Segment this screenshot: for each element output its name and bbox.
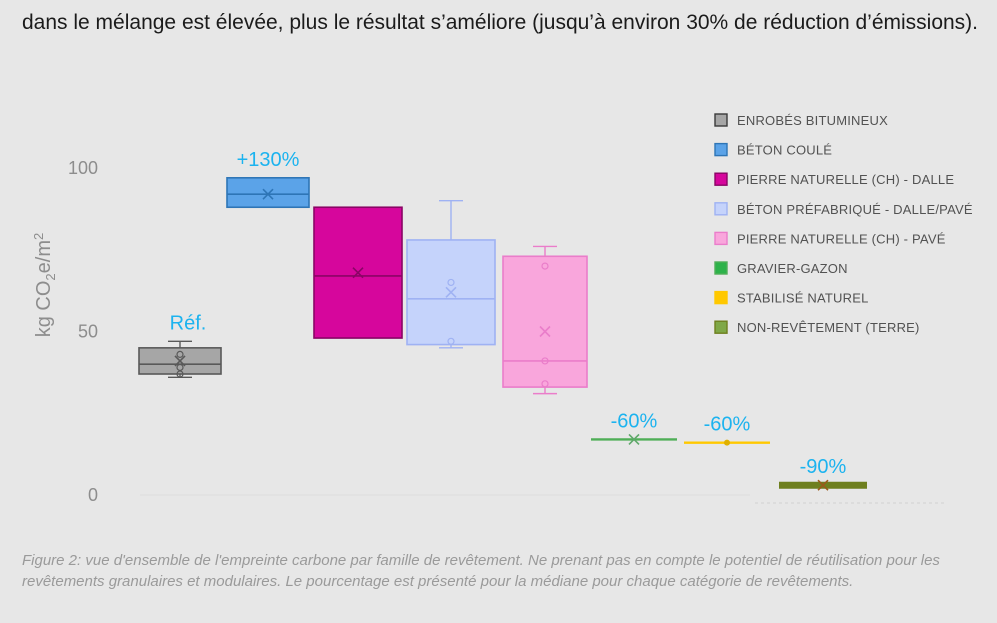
outlier-point xyxy=(176,363,184,372)
legend-swatch xyxy=(714,320,728,334)
figure: 0 50 100 kg CO2e/m2 Réf. +130% -60% -60% -90% … xyxy=(0,92,997,542)
y-axis: 0 50 100 xyxy=(68,158,945,505)
y-tick-label: 100 xyxy=(68,158,98,178)
legend-label: PIERRE NATURELLE (CH) - DALLE xyxy=(737,172,954,187)
mean-marker xyxy=(352,267,364,279)
legend-swatch xyxy=(714,202,728,216)
iqr-box xyxy=(138,347,222,375)
legend-item: STABILISÉ NATUREL xyxy=(714,290,869,306)
legend-item: BÉTON PRÉFABRIQUÉ - DALLE/PAVÉ xyxy=(714,202,973,217)
mean-marker xyxy=(262,188,274,200)
outlier-point xyxy=(541,380,549,388)
y-axis-title-part: e/m xyxy=(33,240,55,273)
legend-item: NON-REVÊTEMENT (TERRE) xyxy=(714,320,920,335)
legend-item: GRAVIER-GAZON xyxy=(714,261,848,276)
box-series xyxy=(138,340,222,378)
legend-swatch xyxy=(714,231,728,246)
legend-swatch xyxy=(714,290,728,305)
mean-marker xyxy=(724,439,730,446)
legend-item: ENROBÉS BITUMINEUX xyxy=(714,113,888,128)
mean-marker xyxy=(174,355,186,367)
y-axis-title-part: 2 xyxy=(43,273,58,280)
mean-marker xyxy=(539,325,551,338)
legend-item: BÉTON COULÉ xyxy=(714,142,832,158)
percentage-labels-layer: Réf. +130% -60% -60% -90% xyxy=(170,149,847,478)
y-axis-title-part: 2 xyxy=(31,233,46,240)
legend-swatch xyxy=(714,113,728,127)
legend-swatch xyxy=(714,142,728,157)
iqr-box xyxy=(502,255,588,388)
y-axis-title-text: kg CO2e/m2 xyxy=(31,233,58,338)
legend-label: BÉTON PRÉFABRIQUÉ - DALLE/PAVÉ xyxy=(737,202,973,217)
y-axis-title: kg CO2e/m2 xyxy=(31,233,58,338)
box-series xyxy=(591,433,677,445)
intro-paragraph: dans le mélange est élevée, plus le résu… xyxy=(22,11,979,34)
y-tick-label: 0 xyxy=(88,485,98,505)
y-tick-label: 50 xyxy=(78,322,98,342)
legend-label: STABILISÉ NATUREL xyxy=(737,291,869,306)
box-series xyxy=(313,206,403,339)
legend-item: PIERRE NATURELLE (CH) - DALLE xyxy=(714,172,954,187)
median-percentage-label: Réf. xyxy=(170,312,207,334)
median-percentage-label: -90% xyxy=(800,456,847,478)
mean-marker xyxy=(817,479,829,491)
legend: ENROBÉS BITUMINEUX BÉTON COULÉ PIERRE NATU… xyxy=(714,113,973,335)
iqr-box xyxy=(226,177,310,209)
box-series xyxy=(226,177,310,209)
legend-label: PIERRE NATURELLE (CH) - PAVÉ xyxy=(737,231,946,246)
mean-marker xyxy=(628,433,640,445)
median-percentage-label: -60% xyxy=(611,410,658,432)
median-percentage-label: +130% xyxy=(237,149,300,171)
outlier-point xyxy=(176,350,184,358)
outlier-point xyxy=(447,337,455,345)
legend-item: PIERRE NATURELLE (CH) - PAVÉ xyxy=(714,231,946,246)
box-series xyxy=(684,439,770,446)
figure-caption: Figure 2: vue d'ensemble de l'empreinte … xyxy=(22,552,940,590)
legend-label: BÉTON COULÉ xyxy=(737,143,832,158)
mean-marker xyxy=(445,286,457,298)
legend-label: NON-REVÊTEMENT (TERRE) xyxy=(737,320,920,335)
box-series xyxy=(502,245,588,395)
legend-swatch xyxy=(714,261,728,275)
median-percentage-label: -60% xyxy=(704,414,751,436)
outlier-point xyxy=(447,278,455,287)
legend-label: GRAVIER-GAZON xyxy=(737,261,848,276)
y-axis-title-part: kg CO xyxy=(33,281,55,338)
legend-label: ENROBÉS BITUMINEUX xyxy=(737,113,888,128)
legend-swatch xyxy=(714,172,728,186)
box-series xyxy=(406,199,496,349)
outlier-point xyxy=(541,262,549,270)
outlier-point xyxy=(541,357,549,365)
boxes-layer xyxy=(138,177,867,491)
box-series xyxy=(779,479,867,491)
